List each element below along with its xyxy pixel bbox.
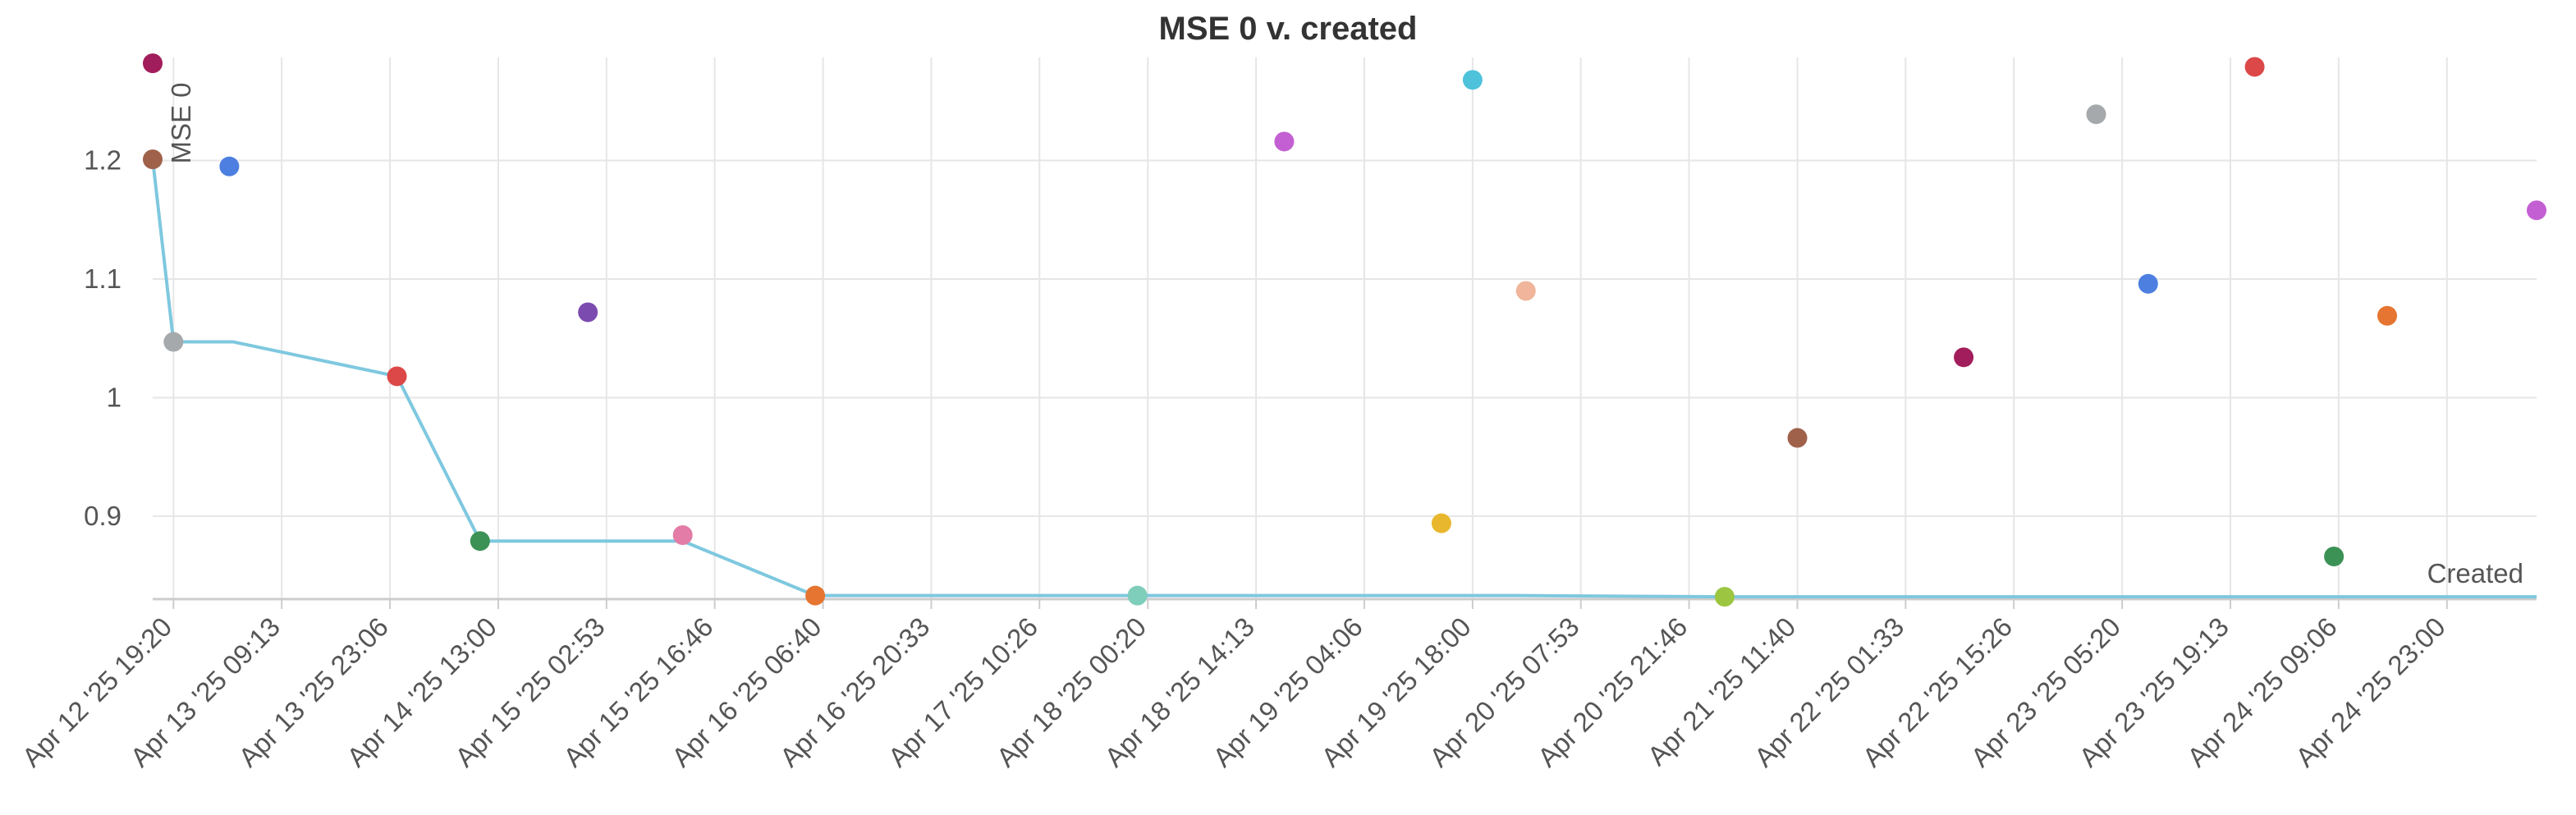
data-point bbox=[143, 53, 163, 74]
data-point bbox=[163, 332, 184, 352]
data-point bbox=[143, 149, 163, 170]
series-line bbox=[151, 158, 2537, 599]
y-tick-label: 1.2 bbox=[84, 145, 121, 176]
data-point bbox=[2086, 104, 2106, 125]
data-point bbox=[1714, 587, 1735, 607]
data-point bbox=[672, 525, 693, 545]
grid-lines bbox=[153, 57, 2537, 599]
y-tick-labels: 0.9 1 1.1 1.2 bbox=[84, 145, 121, 531]
y-axis-label: MSE 0 bbox=[166, 82, 196, 163]
data-points bbox=[143, 53, 2546, 607]
data-point bbox=[1515, 281, 1536, 301]
data-point bbox=[1274, 131, 1295, 152]
data-point bbox=[2244, 57, 2265, 77]
data-point bbox=[387, 366, 407, 387]
data-point bbox=[470, 531, 490, 552]
data-point bbox=[2527, 200, 2546, 221]
data-point bbox=[1127, 585, 1148, 606]
data-point bbox=[1431, 513, 1451, 533]
data-point bbox=[1954, 347, 1974, 368]
data-point bbox=[578, 302, 598, 323]
data-point bbox=[219, 156, 240, 176]
data-point bbox=[2138, 273, 2158, 294]
y-tick-label: 0.9 bbox=[84, 501, 121, 531]
data-point bbox=[2324, 547, 2345, 566]
data-point bbox=[1462, 70, 1483, 90]
annotation-created: Created bbox=[2427, 558, 2523, 588]
y-tick-label: 1 bbox=[107, 382, 121, 412]
data-point bbox=[2377, 305, 2398, 326]
data-point bbox=[805, 585, 826, 606]
y-tick-label: 1.1 bbox=[84, 263, 121, 294]
series-lines bbox=[151, 158, 2537, 599]
data-point bbox=[1787, 428, 1808, 448]
chart-title: MSE 0 v. created bbox=[1159, 11, 1418, 47]
